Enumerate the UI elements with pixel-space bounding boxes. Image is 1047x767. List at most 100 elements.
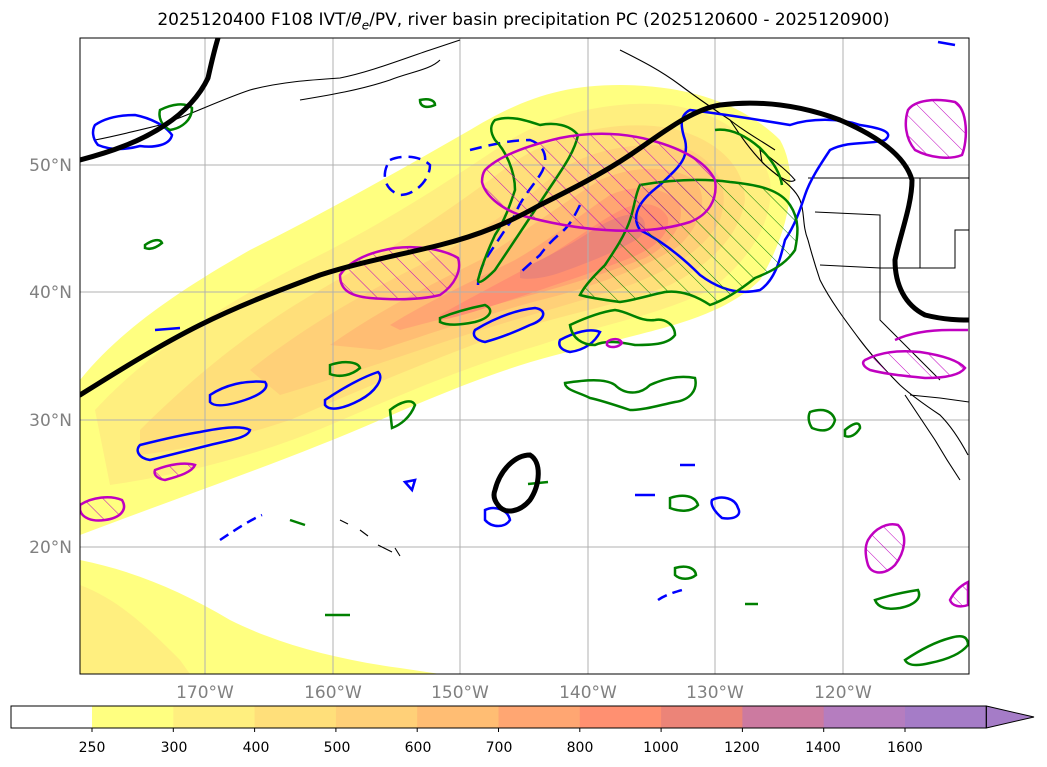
- bc-coast: [729, 119, 809, 241]
- pv-contour-north: [80, 38, 221, 163]
- colorbar-segment: [579, 706, 662, 728]
- us-west-coast: [807, 239, 969, 456]
- ivt-south-250: [80, 560, 440, 674]
- precip-green-se2: [903, 635, 969, 667]
- precip-magenta-ne: [904, 98, 968, 159]
- pv-contours: [80, 38, 969, 514]
- colorbar-segment: [498, 706, 581, 728]
- precip-green-mid: [568, 308, 677, 347]
- cb-label-500: 500: [324, 740, 351, 756]
- map-title: 2025120400 F108 IVT/θe/PV, river basin p…: [0, 10, 1047, 32]
- cb-label-600: 600: [405, 740, 432, 756]
- lon-label-170w: 170°W: [176, 683, 234, 703]
- lon-label-160w: 160°W: [304, 683, 362, 703]
- colorbar-segment: [823, 706, 906, 728]
- precip-green-s5: [668, 494, 700, 512]
- precip-green-coast: [714, 128, 784, 186]
- colorbar-segment: [173, 706, 256, 728]
- state-border-or-ca: [819, 264, 920, 269]
- pv-contour-closed: [491, 452, 541, 514]
- plot-frame: [79, 37, 970, 675]
- precip-magenta-s3: [948, 580, 969, 608]
- theta-e-contour-nw: [91, 113, 174, 151]
- coastlines: [94, 39, 969, 557]
- theta-e-contour-sw: [136, 426, 252, 462]
- colorbar-segment: [11, 706, 93, 728]
- precip-green-w2: [143, 238, 164, 251]
- precip-green-s6: [673, 565, 698, 580]
- theta-e-contour-dash-west: [383, 155, 432, 197]
- theta-e-contour-dash-s2: [657, 588, 683, 602]
- precip-green-nw: [158, 103, 194, 132]
- precip-green-small1: [418, 97, 437, 109]
- colorbar-segment: [661, 706, 743, 728]
- colorbar-segment: [254, 706, 337, 728]
- title-theta-sub: e: [361, 18, 370, 33]
- theta-e-contour-w2: [323, 370, 382, 410]
- lon-tick-labels: 170°W 160°W 150°W 140°W 130°W 120°W: [176, 683, 872, 703]
- alaska-coast: [94, 39, 461, 141]
- cb-label-1400: 1400: [805, 740, 841, 756]
- cb-label-300: 300: [161, 740, 188, 756]
- cb-label-1600: 1600: [887, 740, 923, 756]
- colorbar-segment: [335, 706, 418, 728]
- colorbar-segment: [92, 706, 174, 728]
- cb-label-700: 700: [486, 740, 513, 756]
- precip-magenta-s2: [864, 523, 906, 574]
- cb-label-1200: 1200: [724, 740, 760, 756]
- ivt-south-300: [80, 585, 190, 674]
- title-suffix: /PV, river basin precipitation PC (20251…: [369, 10, 890, 30]
- colorbar-segment: [905, 706, 987, 728]
- precip-green-s1: [563, 375, 697, 412]
- theta-e-contour-small4: [154, 326, 181, 332]
- precip-green-small4: [289, 518, 306, 527]
- lon-label-130w: 130°W: [686, 683, 744, 703]
- state-border-east: [919, 178, 969, 269]
- precip-green-s3: [807, 408, 837, 432]
- theta-e-contour-small1: [402, 478, 417, 493]
- lon-label-120w: 120°W: [814, 683, 872, 703]
- theta-e-contour-ne-corner: [937, 40, 956, 47]
- lat-label-40n: 40°N: [29, 283, 72, 303]
- cb-label-250: 250: [79, 740, 106, 756]
- alaska-coast-2: [299, 59, 441, 101]
- colorbar-labels: 250 300 400 500 600 700 800 1000 1200 14…: [79, 740, 923, 756]
- state-border-wa-or: [814, 211, 881, 268]
- colorbar-segment: [417, 706, 499, 728]
- cb-label-800: 800: [567, 740, 594, 756]
- theta-e-contour-s2: [710, 496, 741, 520]
- theta-e-contour-dash-mid: [517, 204, 582, 276]
- colorbar-segment: [742, 706, 825, 728]
- theta-e-contour-dash-s1: [219, 513, 263, 542]
- precip-green-w: [438, 303, 492, 326]
- baja-coast: [904, 394, 961, 481]
- precip-green-s2: [388, 400, 417, 430]
- theta-e-contour-mid1: [472, 306, 545, 344]
- precip-magenta-small: [605, 337, 624, 349]
- lat-tick-labels: 50°N 40°N 30°N 20°N: [29, 156, 72, 558]
- title-theta: θ: [351, 10, 362, 30]
- borders: [808, 177, 969, 403]
- title-prefix: 2025120400 F108 IVT/: [157, 10, 352, 30]
- lon-label-140w: 140°W: [559, 683, 617, 703]
- hawaii-islands: [339, 519, 401, 557]
- precip-magenta-s1: [153, 462, 197, 482]
- cb-label-400: 400: [243, 740, 270, 756]
- precip-green-sw: [328, 360, 362, 377]
- alaska-panhandle: [619, 49, 776, 151]
- us-mexico-border: [909, 394, 969, 403]
- lon-label-150w: 150°W: [431, 683, 489, 703]
- precip-magenta-sw: [80, 496, 126, 522]
- colorbar-extend-arrow: [985, 705, 1035, 729]
- precip-magenta-ee: [894, 328, 968, 342]
- plot-area: [80, 38, 969, 674]
- lat-label-50n: 50°N: [29, 156, 72, 176]
- theta-e-contour-s1: [483, 506, 512, 528]
- theta-e-contour-w1: [208, 380, 268, 407]
- lat-label-20n: 20°N: [29, 538, 72, 558]
- colorbar: [10, 705, 1035, 732]
- cb-label-1000: 1000: [643, 740, 679, 756]
- precip-magenta-e: [861, 350, 967, 380]
- precip-green-s4: [843, 422, 862, 438]
